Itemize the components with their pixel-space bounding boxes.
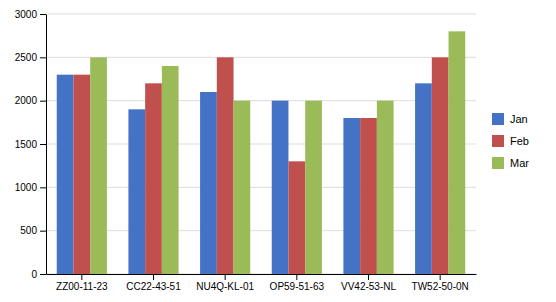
grid-line [46, 187, 476, 188]
y-tick-label: 1000 [15, 182, 38, 193]
x-tick: OP59-51-63 [270, 274, 325, 292]
legend-item: Mar [492, 157, 529, 169]
legend: Jan Feb Mar [492, 113, 529, 169]
y-tick-mark [40, 274, 46, 275]
x-tick-label: OP59-51-63 [270, 281, 325, 292]
legend-swatch [492, 135, 504, 147]
bar [162, 66, 179, 274]
x-tick-mark [153, 274, 154, 280]
y-tick: 2000 [15, 95, 46, 106]
y-axis-line [46, 15, 47, 275]
bar [57, 75, 74, 274]
grid [46, 14, 476, 274]
y-tick: 0 [31, 269, 46, 280]
bar [217, 57, 234, 274]
x-tick: ZZ00-11-23 [56, 274, 108, 292]
y-tick: 3000 [15, 9, 46, 20]
y-tick-label: 500 [20, 225, 37, 236]
x-tick-mark [225, 274, 226, 280]
x-tick-mark [440, 274, 441, 280]
bar-series [90, 31, 465, 274]
y-tick-label: 1500 [15, 139, 38, 150]
x-tick: VV42-53-NL [341, 274, 396, 292]
grid-line [46, 144, 476, 145]
grid-line [46, 100, 476, 101]
x-tick-mark [81, 274, 82, 280]
legend-item: Feb [492, 135, 529, 147]
grid-line [46, 230, 476, 231]
bar-series [73, 57, 448, 274]
x-tick-label: ZZ00-11-23 [56, 281, 108, 292]
y-tick-label: 3000 [15, 9, 38, 20]
x-tick-label: VV42-53-NL [341, 281, 396, 292]
y-tick-mark [40, 231, 46, 232]
chart: 0 500 1000 1500 2000 2500 3000 ZZ00-11-23 CC22-4… [0, 0, 556, 302]
y-tick-mark [40, 14, 46, 15]
y-tick-label: 2500 [15, 52, 38, 63]
y-tick-label: 0 [31, 269, 37, 280]
y-tick-mark [40, 57, 46, 58]
y-tick-label: 2000 [15, 95, 38, 106]
bar [415, 83, 432, 274]
bar [90, 57, 107, 274]
grid-line [46, 14, 476, 15]
bars [57, 31, 466, 274]
y-tick: 1000 [15, 182, 46, 193]
y-tick-mark [40, 187, 46, 188]
x-axis-line [47, 274, 477, 275]
x-tick-label: CC22-43-51 [126, 281, 181, 292]
bar [234, 101, 251, 274]
legend-swatch [492, 157, 504, 169]
bar [377, 101, 394, 274]
x-tick-mark [368, 274, 369, 280]
y-tick-mark [40, 101, 46, 102]
plot: 0 500 1000 1500 2000 2500 3000 ZZ00-11-23 CC22-4… [15, 9, 477, 292]
bar [360, 118, 377, 274]
x-tick-mark [296, 274, 297, 280]
bar-series [57, 75, 432, 274]
bar [449, 31, 466, 274]
legend-label: Mar [510, 157, 529, 169]
x-tick: TW52-50-0N [412, 274, 469, 292]
legend-item: Jan [492, 113, 528, 125]
x-tick: NU4Q-KL-01 [196, 274, 254, 292]
bar [73, 75, 90, 274]
y-tick: 1500 [15, 139, 46, 150]
y-tick: 2500 [15, 52, 46, 63]
grid-line [46, 57, 476, 58]
y-tick: 500 [20, 225, 46, 236]
bar [200, 92, 217, 274]
y-axis: 0 500 1000 1500 2000 2500 3000 [15, 9, 47, 280]
bar [272, 101, 289, 274]
bar [343, 118, 360, 274]
grid-line [46, 274, 476, 275]
bar [128, 109, 145, 274]
bar [305, 101, 322, 274]
x-tick: CC22-43-51 [126, 274, 181, 292]
bar [288, 161, 305, 274]
y-tick-mark [40, 144, 46, 145]
x-tick-label: NU4Q-KL-01 [196, 281, 254, 292]
bar [145, 83, 162, 274]
x-axis: ZZ00-11-23 CC22-43-51 NU4Q-KL-01 OP59-51-63… [47, 274, 477, 292]
legend-swatch [492, 113, 504, 125]
legend-label: Jan [510, 113, 528, 125]
bar [432, 57, 449, 274]
x-tick-label: TW52-50-0N [412, 281, 469, 292]
legend-label: Feb [510, 135, 529, 147]
